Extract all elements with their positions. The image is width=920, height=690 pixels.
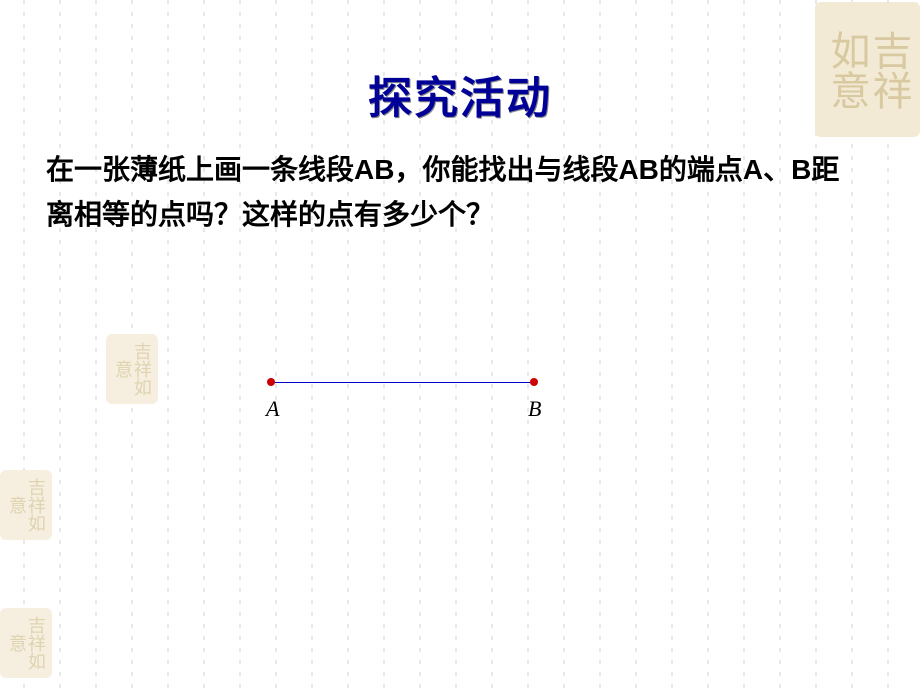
label-b: B [528, 396, 541, 422]
seal-decoration-small-3: 吉祥如意 [0, 608, 52, 678]
point-b [530, 378, 538, 386]
slide-title: 探究活动 [0, 62, 920, 126]
label-a: A [266, 396, 279, 422]
seal-decoration-small-2: 吉祥如意 [0, 470, 52, 540]
segment-ab [270, 382, 534, 383]
seal-decoration-small-1: 吉祥如意 [106, 334, 158, 404]
point-a [267, 378, 275, 386]
body-text: 在一张薄纸上画一条线段AB，你能找出与线段AB的端点A、B距离相等的点吗？这样的… [46, 148, 850, 238]
line-segment-diagram: A B [260, 370, 580, 430]
